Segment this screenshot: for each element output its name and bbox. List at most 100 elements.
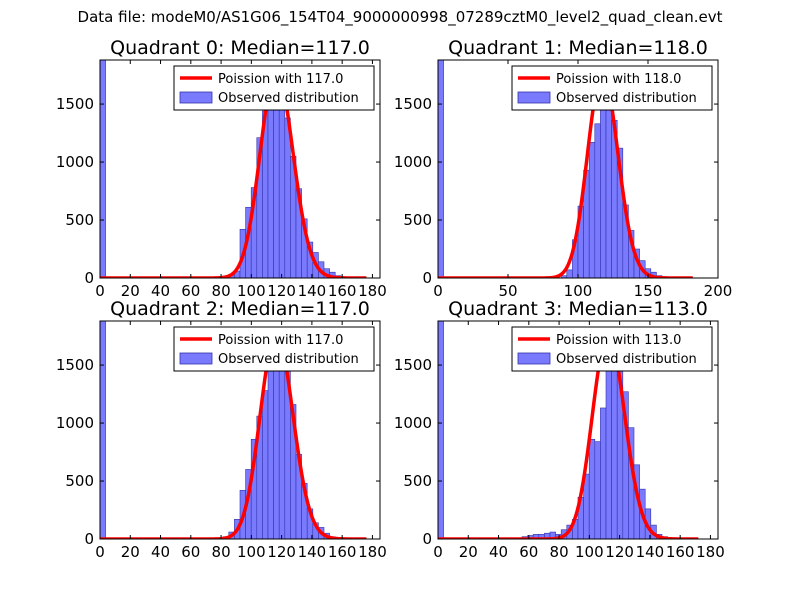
histogram-bar (278, 89, 286, 278)
histogram-bar (100, 321, 106, 539)
x-tick-label: 40 (151, 543, 170, 561)
subplot-quadrant-0: 0 20 40 60 80 100 120 140 160 180 0 500 1000 1500 Quad… (56, 37, 387, 300)
legend-label-observed: Observed distribution (556, 352, 697, 367)
y-tick-label: 0 (84, 530, 94, 548)
legend: Poission with 117.0 Observed distribution (173, 65, 375, 111)
legend-bar-swatch (517, 91, 551, 104)
x-tick-label: 60 (181, 282, 200, 300)
y-tick-label: 1500 (394, 356, 432, 374)
legend-label-poisson: Poission with 113.0 (556, 333, 681, 348)
y-tick-label: 1000 (394, 414, 432, 432)
subplot-title: Quadrant 1: Median=118.0 (448, 37, 708, 59)
y-tick-label: 500 (65, 211, 94, 229)
subplot-title: Quadrant 3: Median=113.0 (448, 298, 708, 320)
histogram-bar (267, 101, 274, 278)
histogram-bar (284, 117, 291, 278)
plot-content (438, 321, 699, 539)
y-tick-label: 1000 (56, 153, 94, 171)
y-tick-label: 1500 (56, 356, 94, 374)
poisson-curve (438, 71, 694, 278)
x-tick-label: 0 (95, 282, 105, 300)
histogram-bar (588, 142, 596, 278)
x-tick-label: 140 (636, 543, 665, 561)
y-tick-label: 1500 (394, 95, 432, 113)
histogram-bar (267, 368, 274, 539)
x-tick-label: 20 (121, 282, 140, 300)
poisson-curve (100, 68, 367, 278)
x-tick-label: 180 (696, 543, 725, 561)
x-tick-label: 80 (212, 282, 231, 300)
legend-frame (511, 65, 713, 111)
x-tick-label: 20 (121, 543, 140, 561)
legend-label-observed: Observed distribution (218, 91, 359, 106)
subplot-quadrant-1: 0 50 100 150 200 0 500 1000 1500 Quadrant 1: Medi… (394, 37, 733, 300)
x-tick-label: 80 (550, 543, 569, 561)
histogram-bar (566, 269, 573, 278)
legend-bar-swatch (179, 352, 213, 365)
x-tick-label: 0 (433, 282, 443, 300)
x-tick-label: 140 (298, 282, 327, 300)
x-tick-label: 40 (489, 543, 508, 561)
legend-label-observed: Observed distribution (218, 352, 359, 367)
x-tick-label: 200 (704, 282, 733, 300)
y-tick-label: 500 (65, 472, 94, 490)
y-tick-label: 0 (422, 269, 432, 287)
x-tick-label: 0 (95, 543, 105, 561)
subplot-quadrant-2: 0 20 40 60 80 100 120 140 160 180 0 500 1000 1500 Quad… (56, 298, 387, 561)
y-tick-label: 1000 (56, 414, 94, 432)
legend-label-poisson: Poission with 117.0 (218, 72, 343, 87)
histogram-bar (100, 60, 106, 278)
poisson-curve (438, 332, 699, 539)
x-tick-label: 100 (237, 282, 266, 300)
axes-frame (99, 320, 381, 540)
x-tick-label: 160 (328, 282, 357, 300)
x-tick-label: 50 (498, 282, 517, 300)
x-tick-label: 180 (358, 543, 387, 561)
x-tick-label: 140 (298, 543, 327, 561)
histogram-bar (262, 390, 269, 539)
legend-bar-swatch (517, 352, 551, 365)
y-tick-label: 1500 (56, 95, 94, 113)
legend-label-observed: Observed distribution (556, 91, 697, 106)
plot-content (100, 60, 367, 278)
histogram-bar (273, 352, 280, 539)
plot-content (100, 321, 367, 539)
x-tick-label: 180 (358, 282, 387, 300)
histogram-bar (605, 357, 612, 539)
histogram-bar (278, 343, 286, 539)
y-tick-label: 1000 (394, 153, 432, 171)
x-tick-label: 20 (459, 543, 478, 561)
y-tick-label: 500 (403, 472, 432, 490)
subplot-quadrant-3: 0 20 40 60 80 100 120 140 160 180 0 500 1000 1500 Quad… (394, 298, 725, 561)
legend: Poission with 118.0 Observed distribution (511, 65, 713, 111)
y-tick-label: 0 (84, 269, 94, 287)
subplot-title: Quadrant 0: Median=117.0 (110, 37, 370, 59)
x-tick-label: 100 (237, 543, 266, 561)
histogram-bar (600, 407, 607, 539)
legend-bar-swatch (179, 91, 213, 104)
figure-title: Data file: modeM0/AS1G06_154T04_90000009… (77, 8, 723, 26)
histogram-bar (438, 60, 444, 278)
plot-content (438, 60, 694, 278)
x-tick-label: 160 (328, 543, 357, 561)
histogram-bar (273, 82, 280, 278)
x-tick-label: 80 (212, 543, 231, 561)
x-tick-label: 60 (519, 543, 538, 561)
x-tick-label: 60 (181, 543, 200, 561)
histogram-bar (438, 321, 444, 539)
x-tick-label: 100 (564, 282, 593, 300)
histogram-bar (611, 353, 618, 539)
histogram-bar (588, 438, 596, 539)
y-tick-label: 0 (422, 530, 432, 548)
x-tick-label: 120 (267, 543, 296, 561)
legend-frame (511, 326, 713, 372)
x-tick-label: 120 (605, 543, 634, 561)
x-tick-label: 100 (575, 543, 604, 561)
subplot-title: Quadrant 2: Median=117.0 (110, 298, 370, 320)
legend-label-poisson: Poission with 118.0 (556, 72, 681, 87)
x-tick-label: 40 (151, 282, 170, 300)
histogram-bar (594, 123, 601, 278)
legend-label-poisson: Poission with 117.0 (218, 333, 343, 348)
histogram-bar (594, 441, 601, 539)
